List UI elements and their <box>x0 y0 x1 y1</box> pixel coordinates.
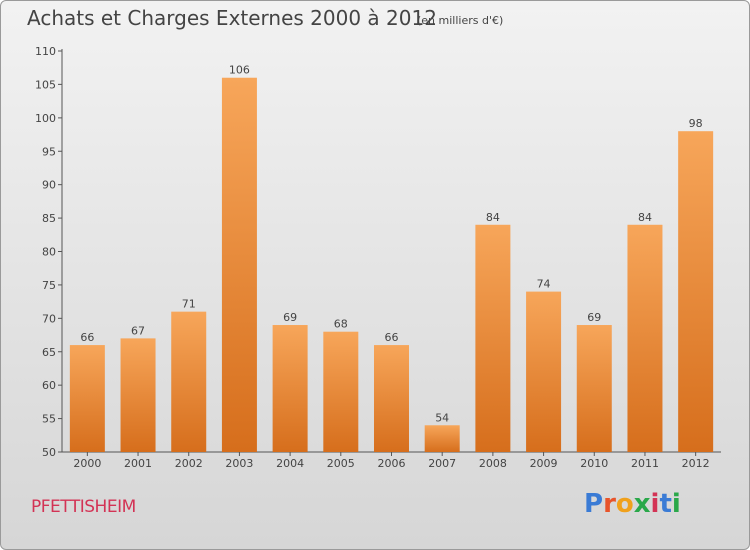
bar-2004 <box>272 325 308 452</box>
logo-letter: t <box>659 489 672 519</box>
bar-2002 <box>171 311 207 452</box>
x-tick-label: 2005 <box>327 457 355 470</box>
data-label: 54 <box>435 411 449 424</box>
data-label: 69 <box>587 311 601 324</box>
bar-2000 <box>69 345 105 452</box>
data-label: 68 <box>334 318 348 331</box>
x-tick-label: 2010 <box>580 457 608 470</box>
y-tick-label: 65 <box>42 346 56 359</box>
x-tick-label: 2004 <box>276 457 304 470</box>
bar-2009 <box>526 291 562 452</box>
y-tick-label: 90 <box>42 179 56 192</box>
data-labels: 66 67 71 106 69 68 66 54 84 74 69 84 98 <box>80 64 702 425</box>
x-tick-label: 2002 <box>175 457 203 470</box>
x-tick-label: 2007 <box>428 457 456 470</box>
data-label: 84 <box>638 211 652 224</box>
logo-letter: i <box>650 489 660 519</box>
y-tick-label: 105 <box>35 78 56 91</box>
data-label: 74 <box>537 278 551 291</box>
data-label: 66 <box>385 331 399 344</box>
y-tick-label: 55 <box>42 413 56 426</box>
y-tick-label: 85 <box>42 212 56 225</box>
data-label: 71 <box>182 298 196 311</box>
logo-letter: i <box>671 489 681 519</box>
bar-2011 <box>627 224 663 452</box>
y-tick-label: 60 <box>42 379 56 392</box>
y-axis: 50 55 60 65 70 75 80 85 90 95 100 105 110 <box>35 45 63 459</box>
bar-2005 <box>323 331 359 452</box>
place-name: PFETTISHEIM <box>31 497 136 517</box>
logo-letter: x <box>633 489 651 519</box>
logo-letter: P <box>584 489 604 519</box>
bar-2001 <box>120 338 156 452</box>
x-tick-label: 2011 <box>631 457 659 470</box>
proxiti-logo[interactable]: Proxiti <box>584 489 681 519</box>
data-label: 66 <box>80 331 94 344</box>
y-tick-label: 50 <box>42 446 56 459</box>
bar-2010 <box>576 325 612 452</box>
bar-2008 <box>475 224 511 452</box>
y-tick-label: 100 <box>35 112 56 125</box>
bar-2006 <box>374 345 409 452</box>
x-tick-label: 2008 <box>479 457 507 470</box>
data-label: 69 <box>283 311 297 324</box>
y-tick-label: 80 <box>42 246 56 259</box>
bar-2007 <box>424 425 460 452</box>
x-tick-label: 2009 <box>530 457 558 470</box>
bar-2003 <box>221 77 257 452</box>
logo-letter: r <box>603 489 616 519</box>
y-tick-label: 70 <box>42 312 56 325</box>
x-axis: 2000 2001 2002 2003 2004 2005 2006 2007 2008 2009… <box>62 451 721 470</box>
bar-2012 <box>678 131 714 452</box>
y-tick-label: 75 <box>42 279 56 292</box>
x-tick-label: 2012 <box>682 457 710 470</box>
x-tick-label: 2006 <box>378 457 406 470</box>
data-label: 84 <box>486 211 500 224</box>
data-label: 106 <box>229 64 250 77</box>
x-tick-label: 2000 <box>73 457 101 470</box>
y-tick-label: 95 <box>42 145 56 158</box>
data-label: 98 <box>689 117 703 130</box>
logo-letter: o <box>615 489 634 519</box>
x-tick-label: 2003 <box>225 457 253 470</box>
bars <box>69 77 714 452</box>
x-tick-label: 2001 <box>124 457 152 470</box>
chart-subtitle: (en milliers d'€) <box>417 14 504 27</box>
data-label: 67 <box>131 324 145 337</box>
y-tick-label: 110 <box>35 45 56 58</box>
chart-title: Achats et Charges Externes 2000 à 2012 <box>27 6 437 30</box>
